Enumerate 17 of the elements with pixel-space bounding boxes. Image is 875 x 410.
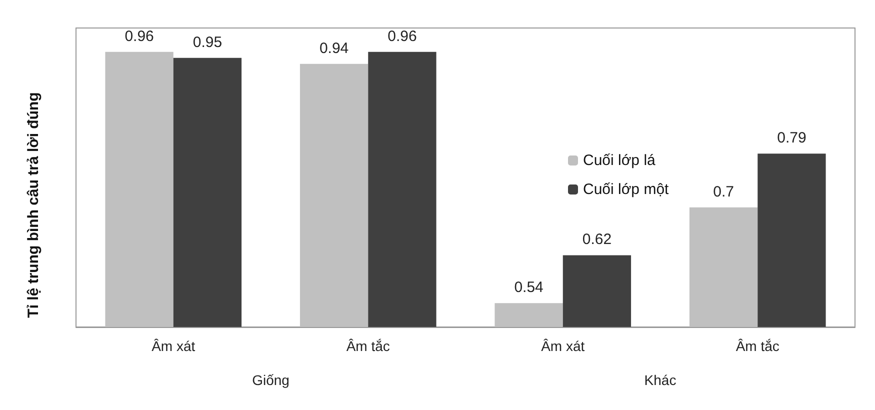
legend-label: Cuối lớp một xyxy=(583,181,670,198)
data-label: 0.96 xyxy=(388,28,417,45)
y-axis-title: Tỉ lệ trung bình câu trả lời đúng xyxy=(25,92,42,318)
data-label: 0.54 xyxy=(514,279,544,296)
data-label: 0.79 xyxy=(777,130,806,147)
text: Khác xyxy=(644,372,676,388)
x-tick-label: Âm tắc xyxy=(736,338,780,354)
legend-label: Cuối lớp lá xyxy=(583,152,656,169)
data-label: 0.95 xyxy=(192,34,222,51)
x-tick-label: Âm xát xyxy=(541,338,585,354)
data-label: 0.7 xyxy=(713,183,734,200)
text: Giống xyxy=(252,372,290,388)
x-tick-label: Âm tắc xyxy=(346,338,390,354)
data-label: 0.94 xyxy=(319,40,349,57)
data-label: 0.96 xyxy=(124,28,154,45)
data-label: 0.62 xyxy=(582,231,612,248)
x-tick-label: Âm xát xyxy=(152,338,196,354)
